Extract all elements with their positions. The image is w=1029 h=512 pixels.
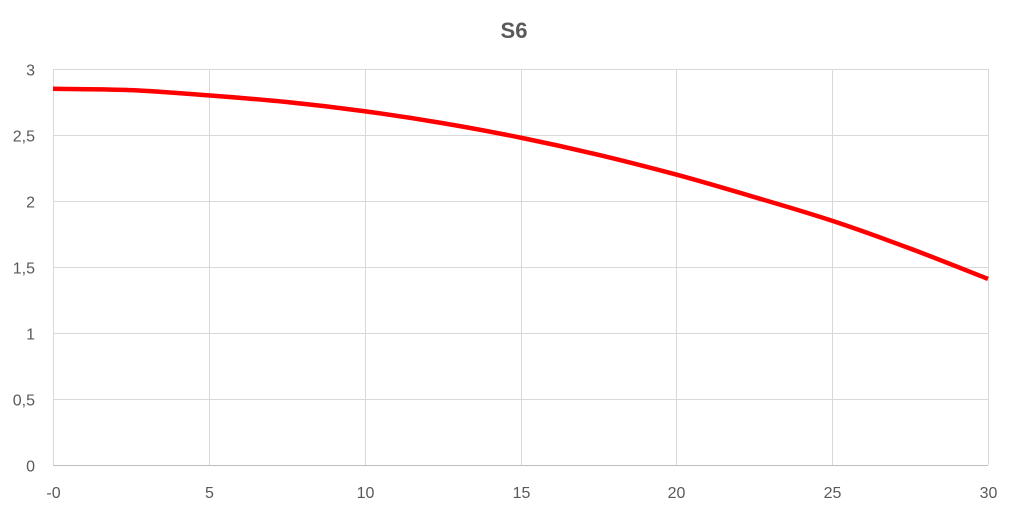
y-tick-label: 2 [26,195,35,212]
y-tick-label: 0,5 [13,393,35,410]
series-line [52,86,989,281]
x-tick-label: 25 [824,485,842,502]
chart-title: S6 [501,18,528,43]
x-tick-label: 5 [205,485,214,502]
x-tick-label: 15 [513,485,531,502]
tick-labels: 0 0,5 1 1,5 2 2,5 3 -0 5 10 15 20 25 30 [13,63,998,503]
grid [53,69,989,465]
y-tick-label: 1 [26,327,35,344]
x-tick-label: 30 [980,485,998,502]
x-tick-label: -0 [46,485,60,502]
series-layer [52,86,989,281]
x-tick-label: 10 [357,485,375,502]
y-tick-label: 3 [26,63,35,80]
y-tick-label: 2,5 [13,129,35,146]
y-tick-label: 0 [26,459,35,476]
x-tick-label: 20 [668,485,686,502]
y-tick-label: 1,5 [13,261,35,278]
